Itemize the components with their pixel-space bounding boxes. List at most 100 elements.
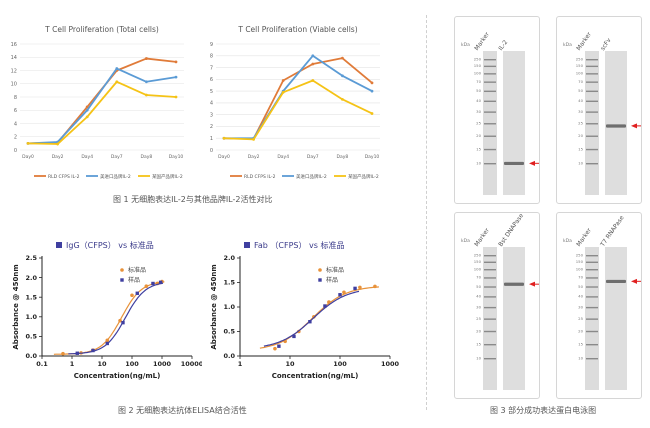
chart-title: T Cell Proliferation (Total cells) [44,25,159,34]
marker-value-label: 40 [476,98,481,103]
marker-value-label: 20 [476,133,481,138]
marker-band [586,73,598,75]
marker-value-label: 150 [576,259,584,264]
sample-lane [605,51,627,195]
marker-band [586,269,598,271]
data-point [26,141,30,145]
legend-label: 美进口品牌IL-2 [100,173,131,180]
data-point [370,81,374,85]
y-tick-label: 0.0 [223,352,235,360]
data-point [311,62,315,66]
band-arrow-icon [529,281,535,287]
marker-band [484,269,496,271]
vertical-divider [426,15,427,410]
y-axis-label: Absorbance @ 450nm [12,264,20,349]
legend-marker [120,268,124,272]
marker-value-label: 250 [576,57,584,62]
data-point [174,75,178,79]
data-point [151,281,155,286]
target-band [606,279,626,284]
marker-band [586,286,598,288]
sample-lane [605,247,627,390]
x-tick-label: 10 [97,360,107,368]
data-point [252,138,255,141]
marker-band [484,81,496,83]
marker-value-label: 10 [578,356,583,361]
band-arrow-icon [631,123,637,129]
y-tick-label: 5 [210,89,213,95]
y-tick-label: 1.0 [223,303,235,311]
marker-value-label: 150 [474,63,482,68]
data-point [115,80,119,84]
marker-band [484,306,496,309]
y-tick-label: 1.5 [25,293,37,301]
marker-value-label: 40 [578,294,583,299]
data-point [370,112,374,115]
chart-tcell-viable: T Cell Proliferation (Viable cells) 0 1 2 3 4… [210,25,380,180]
y-tick-label: 16 [11,42,17,48]
marker-value-label: 30 [578,109,583,114]
data-point [338,293,342,297]
x-tick-label: 10000 [181,360,202,368]
marker-band [484,261,496,263]
data-point [105,341,109,346]
marker-value-label: 70 [476,275,481,280]
kda-label: kDa [563,239,572,244]
legend-marker [318,278,322,282]
x-axis-label: Concentration(ng/mL) [74,372,161,380]
y-tick-label: 3 [210,112,213,118]
marker-band [586,255,598,257]
marker-lane [483,51,497,195]
y-tick-label: 2.5 [25,254,37,262]
y-tick-label: 4 [210,101,213,107]
marker-band [586,135,598,137]
marker-band [484,330,496,333]
legend-label: 样品 [326,276,338,284]
marker-band [484,358,496,360]
data-point [85,108,89,112]
y-tick-label: 4 [14,121,17,127]
marker-value-label: 25 [476,316,481,321]
y-tick-label: 0.5 [223,328,235,336]
data-point [144,284,149,289]
x-tick-label: Day8 [141,154,153,160]
data-point [373,284,377,289]
kda-label: kDa [563,43,572,48]
marker-band [484,318,496,320]
series-line-2 [224,54,373,140]
x-tick-label: 1000 [381,360,400,368]
x-tick-label: Day7 [111,154,123,160]
marker-lane [585,51,599,195]
marker-band [586,358,598,360]
marker-band [484,59,496,61]
data-point [158,280,163,285]
marker-value-label: 30 [476,304,481,309]
y-tick-label: 1.0 [25,313,37,321]
data-point [105,338,110,343]
data-point [281,79,285,82]
marker-value-label: 30 [476,109,481,114]
marker-value-label: 70 [578,79,583,84]
marker-band [586,111,598,113]
kda-label: kDa [461,43,470,48]
marker-band [484,65,496,68]
data-point [311,79,315,82]
data-point [292,334,296,339]
marker-value-label: 20 [476,328,481,333]
x-tick-label: Day2 [52,154,64,160]
y-tick-label: 0.5 [25,333,37,341]
marker-band [484,277,496,279]
band-arrow-icon [529,160,535,166]
marker-value-label: 100 [474,71,482,76]
data-point [327,300,331,304]
y-tick-label: 14 [11,55,17,61]
marker-band [484,135,496,137]
x-tick-label: 0.1 [36,360,48,368]
data-point [353,286,357,291]
marker-value-label: 50 [476,88,481,93]
y-tick-label: 2.0 [25,274,37,282]
